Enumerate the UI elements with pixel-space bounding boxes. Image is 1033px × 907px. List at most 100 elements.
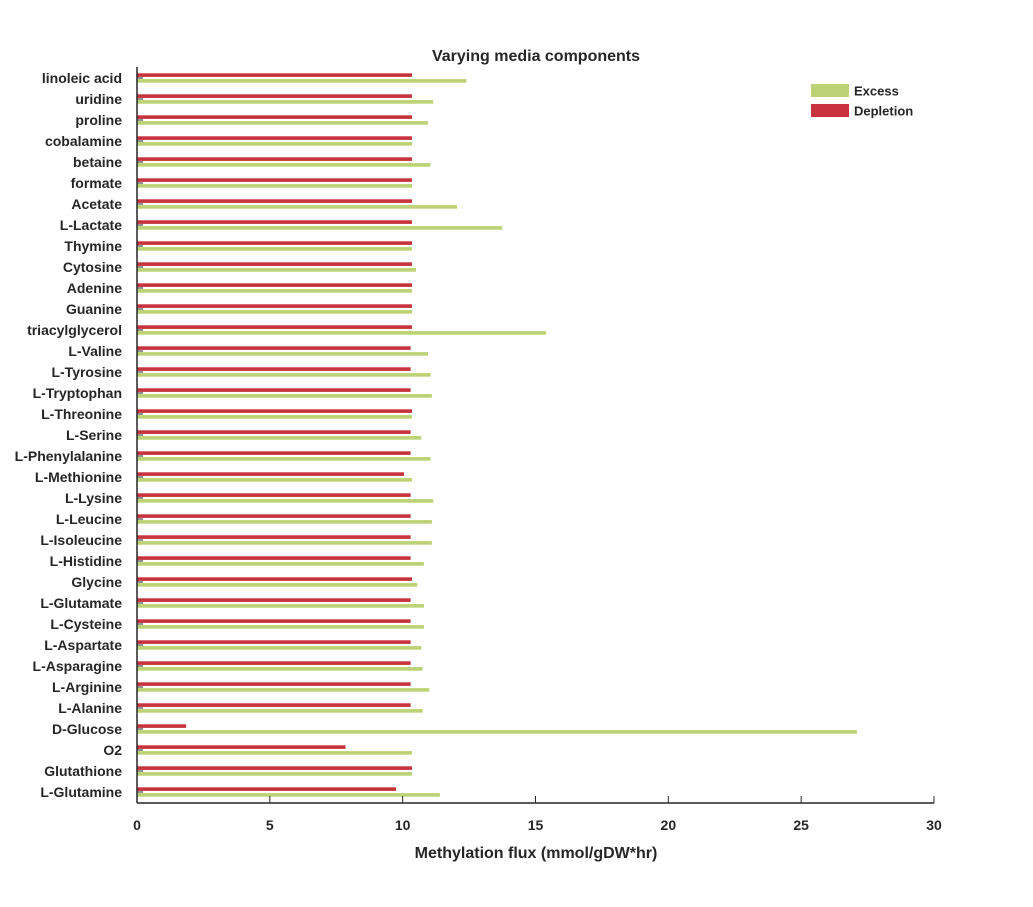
y-tick-label: formate — [71, 175, 123, 191]
bar-depletion — [137, 157, 412, 161]
bar-excess — [137, 331, 547, 335]
y-tick-label: L-Methionine — [35, 469, 122, 485]
bar-excess — [137, 667, 423, 671]
bar-excess — [137, 352, 428, 356]
bar-depletion — [137, 451, 411, 455]
bar-depletion — [137, 766, 412, 770]
y-tick-label: L-Isoleucine — [40, 532, 122, 548]
y-tick-label: L-Histidine — [50, 553, 123, 569]
bar-excess — [137, 205, 458, 209]
bar-excess — [137, 121, 428, 125]
bar-depletion — [137, 745, 346, 749]
y-tick-label: Cytosine — [63, 259, 122, 275]
y-tick-label: L-Glutamate — [40, 595, 122, 611]
bar-depletion — [137, 703, 411, 707]
y-tick-label: betaine — [73, 154, 122, 170]
bar-excess — [137, 415, 412, 419]
legend-swatch-depletion — [811, 104, 849, 117]
bar-excess — [137, 688, 430, 692]
bar-depletion — [137, 514, 411, 518]
bar-excess — [137, 751, 412, 755]
bar-excess — [137, 793, 440, 797]
y-tick-label: L-Serine — [66, 427, 122, 443]
y-tick-label: cobalamine — [45, 133, 122, 149]
bar-depletion — [137, 430, 411, 434]
y-tick-label: L-Alanine — [58, 700, 122, 716]
bar-excess — [137, 142, 412, 146]
y-tick-label: L-Asparagine — [33, 658, 123, 674]
bar-depletion — [137, 178, 412, 182]
y-tick-label: Adenine — [67, 280, 122, 296]
bar-depletion — [137, 598, 411, 602]
bar-depletion — [137, 640, 411, 644]
y-tick-label: Glycine — [71, 574, 122, 590]
bar-depletion — [137, 73, 412, 77]
bar-excess — [137, 709, 423, 713]
y-tick-label: L-Phenylalanine — [15, 448, 123, 464]
y-tick-label: Acetate — [71, 196, 122, 212]
bar-excess — [137, 100, 434, 104]
y-tick-label: uridine — [75, 91, 122, 107]
bar-excess — [137, 184, 412, 188]
bar-depletion — [137, 283, 412, 287]
y-tick-label: triacylglycerol — [27, 322, 122, 338]
y-tick-label: Glutathione — [44, 763, 122, 779]
bar-excess — [137, 394, 432, 398]
y-tick-label: L-Tryptophan — [33, 385, 122, 401]
bar-excess — [137, 268, 416, 272]
bar-excess — [137, 583, 418, 587]
bar-excess — [137, 772, 412, 776]
bar-depletion — [137, 94, 412, 98]
bar-excess — [137, 625, 424, 629]
y-tick-label: L-Aspartate — [44, 637, 122, 653]
bar-depletion — [137, 535, 411, 539]
bar-depletion — [137, 493, 411, 497]
y-tick-label: proline — [75, 112, 122, 128]
bar-excess — [137, 247, 412, 251]
bar-excess — [137, 436, 422, 440]
x-tick-label: 15 — [528, 817, 544, 833]
y-tick-label: L-Leucine — [56, 511, 122, 527]
bar-depletion — [137, 115, 412, 119]
bar-excess — [137, 499, 434, 503]
y-tick-label: D-Glucose — [52, 721, 122, 737]
bar-depletion — [137, 472, 404, 476]
x-tick-label: 20 — [661, 817, 677, 833]
x-tick-label: 10 — [395, 817, 411, 833]
bar-excess — [137, 730, 857, 734]
bar-excess — [137, 373, 431, 377]
y-tick-label: L-Lysine — [65, 490, 122, 506]
bars-group — [137, 73, 857, 797]
y-tick-labels: linoleic acid uridine proline cobalamine bet… — [15, 70, 143, 800]
bar-excess — [137, 79, 467, 83]
bar-depletion — [137, 388, 411, 392]
bar-excess — [137, 478, 412, 482]
bar-excess — [137, 289, 412, 293]
y-tick-label: L-Cysteine — [50, 616, 122, 632]
bar-excess — [137, 604, 424, 608]
bar-depletion — [137, 241, 412, 245]
bar-depletion — [137, 199, 412, 203]
legend: Excess Depletion — [811, 84, 913, 119]
bar-depletion — [137, 661, 411, 665]
bar-depletion — [137, 220, 412, 224]
bar-depletion — [137, 619, 411, 623]
legend-swatch-excess — [811, 84, 849, 97]
bar-excess — [137, 541, 432, 545]
bar-depletion — [137, 367, 411, 371]
x-tick-label: 5 — [266, 817, 274, 833]
bar-depletion — [137, 304, 412, 308]
bar-depletion — [137, 136, 412, 140]
y-tick-label: L-Arginine — [52, 679, 122, 695]
y-tick-label: Thymine — [64, 238, 122, 254]
bar-depletion — [137, 577, 412, 581]
bar-excess — [137, 310, 412, 314]
bar-depletion — [137, 409, 412, 413]
bar-excess — [137, 562, 424, 566]
x-axis: 0 5 10 15 20 25 30 — [133, 67, 942, 833]
legend-label-depletion: Depletion — [854, 104, 913, 119]
bar-excess — [137, 646, 422, 650]
bar-depletion — [137, 724, 187, 728]
